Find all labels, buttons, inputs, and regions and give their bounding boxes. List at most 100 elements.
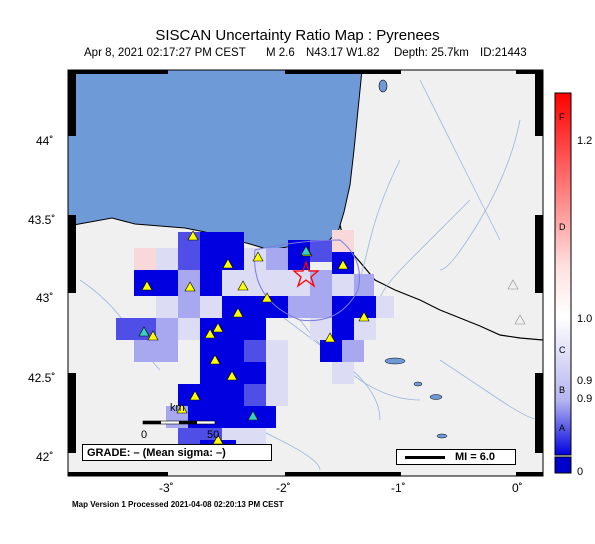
uncertainty-cell xyxy=(178,270,200,296)
uncertainty-cell xyxy=(288,240,310,270)
uncertainty-cell xyxy=(200,270,222,296)
station-triangle-icon xyxy=(187,230,199,241)
uncertainty-cell xyxy=(266,384,288,406)
lon-label-minus2: -2˚ xyxy=(276,481,291,495)
lat-label-43-5: 43.5˚ xyxy=(28,213,56,227)
station-triangle-icon xyxy=(324,332,336,343)
uncertainty-cell xyxy=(266,340,288,362)
uncertainty-cell xyxy=(332,318,354,340)
station-triangle-icon xyxy=(514,314,526,325)
footer-text: Map Version 1 Processed 2021-04-08 02:20… xyxy=(72,500,284,509)
colorbar-value-0: 0 xyxy=(577,466,584,478)
uncertainty-cell xyxy=(244,270,288,296)
lat-label-42-5: 42.5˚ xyxy=(28,371,56,385)
uncertainty-cell xyxy=(244,340,266,362)
station-triangle-icon xyxy=(358,311,370,322)
uncertainty-cell xyxy=(200,296,222,318)
grade-letter-c: C xyxy=(559,345,566,355)
uncertainty-cell xyxy=(188,406,210,428)
station-triangle-icon xyxy=(247,410,259,421)
lake xyxy=(378,79,388,93)
uncertainty-cell xyxy=(156,296,178,318)
uncertainty-cell xyxy=(134,270,178,296)
station-triangle-icon xyxy=(204,328,216,339)
mi-line-icon xyxy=(405,456,445,459)
uncertainty-cell xyxy=(266,248,288,270)
station-triangle-icon xyxy=(507,279,519,290)
grade-text: GRADE: – (Mean sigma: –) xyxy=(87,447,226,459)
uncertainty-cell xyxy=(178,384,244,406)
country-border xyxy=(339,224,544,341)
uncertainty-cell xyxy=(200,340,244,362)
uncertainty-cell xyxy=(134,340,178,362)
scale-start: 0 xyxy=(141,429,148,441)
uncertainty-cell xyxy=(210,406,232,428)
grade-letter-f: F xyxy=(559,112,565,122)
uncertainty-cell xyxy=(332,274,354,296)
scale-bar xyxy=(142,420,216,425)
station-triangle-icon xyxy=(222,258,234,269)
uncertainty-cell xyxy=(310,318,332,340)
event-id: ID:21443 xyxy=(480,47,527,59)
mi-legend: MI = 6.0 xyxy=(396,449,516,465)
epicenter-star-icon xyxy=(292,259,320,288)
uncertainty-cell xyxy=(332,230,354,252)
colorbar-zero-swatch xyxy=(554,456,572,474)
station-triangle-icon xyxy=(261,292,273,303)
colorbar-value-1-2: 1.2 xyxy=(577,135,593,147)
scale-unit: km xyxy=(170,402,185,414)
station-triangle-icon xyxy=(226,370,238,381)
uncertainty-cell xyxy=(310,296,332,318)
uncertainty-cell xyxy=(178,318,200,340)
frame-bars xyxy=(68,70,543,476)
colorbar-value-1-0: 1.0 xyxy=(577,313,593,325)
event-date: Apr 8, 2021 02:17:27 PM CEST xyxy=(84,47,246,59)
uncertainty-cell xyxy=(222,296,266,318)
station-triangle-icon xyxy=(232,307,244,318)
uncertainty-cell xyxy=(222,270,244,296)
lon-label-minus3: -3˚ xyxy=(159,481,174,495)
station-triangle-icon xyxy=(252,251,264,262)
uncertainty-cell xyxy=(244,318,266,340)
uncertainty-cell xyxy=(156,318,178,340)
uncertainty-cell xyxy=(354,318,376,340)
station-triangle-icon xyxy=(176,403,188,414)
uncertainty-cell xyxy=(320,340,342,362)
event-location: N43.17 W1.82 xyxy=(306,47,380,59)
station-triangle-icon xyxy=(337,259,349,270)
small-islands xyxy=(384,357,448,439)
uncertainty-cell xyxy=(376,296,394,318)
uncertainty-cell xyxy=(342,340,364,362)
uncertainty-cell xyxy=(310,240,332,262)
uncertainty-cell xyxy=(332,296,376,318)
colorbar-value-0-9a: 0.9 xyxy=(577,375,593,387)
uncertainty-cell xyxy=(266,362,288,384)
uncertainty-cell xyxy=(200,232,244,270)
station-triangle-icon xyxy=(184,281,196,292)
station-triangle-icon xyxy=(237,280,249,291)
uncertainty-cell xyxy=(134,248,156,270)
station-triangle-icon xyxy=(300,245,312,256)
scale-end: 50 xyxy=(207,429,220,441)
uncertainty-cell xyxy=(244,384,266,406)
colorbar xyxy=(554,92,572,456)
uncertainty-cell xyxy=(288,296,310,318)
lon-label-minus1: -1˚ xyxy=(391,481,406,495)
event-depth: Depth: 25.7km xyxy=(394,47,469,59)
station-triangle-icon xyxy=(209,354,221,365)
uncertainty-cell xyxy=(332,362,354,384)
station-triangle-icon xyxy=(147,330,159,341)
station-triangle-icon xyxy=(212,322,224,333)
event-magnitude: M 2.6 xyxy=(266,47,295,59)
station-triangle-icon xyxy=(141,280,153,291)
grade-letter-a: A xyxy=(559,423,566,433)
colorbar-value-0-9b: 0.9 xyxy=(577,393,593,405)
station-triangle-icon xyxy=(138,326,150,337)
lat-label-43: 43˚ xyxy=(36,291,54,305)
grade-letter-d: D xyxy=(559,222,566,232)
uncertainty-cell xyxy=(178,296,200,318)
grade-box: GRADE: – (Mean sigma: –) xyxy=(82,444,272,461)
uncertainty-cell xyxy=(156,248,178,270)
mi-label: MI = 6.0 xyxy=(455,451,496,463)
lat-label-42: 42˚ xyxy=(36,450,54,464)
